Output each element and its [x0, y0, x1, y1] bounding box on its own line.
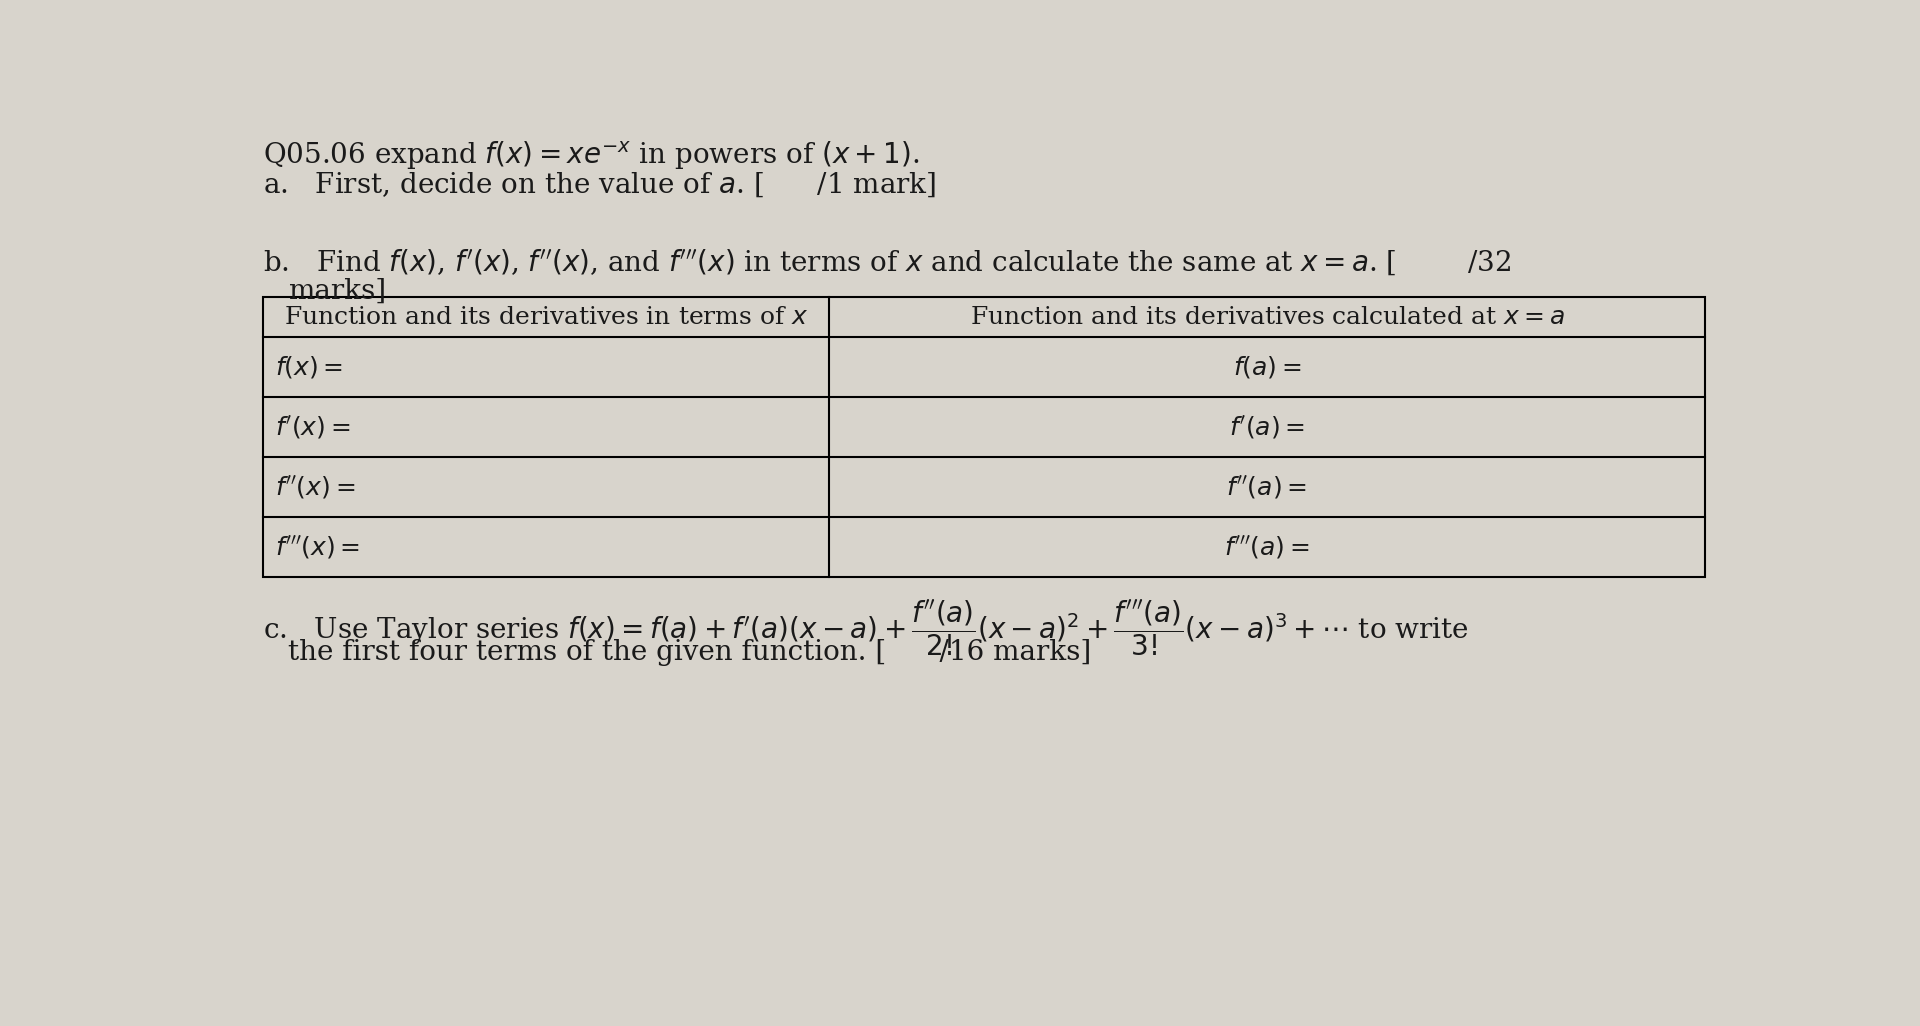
Bar	[263, 298, 1705, 578]
Text: $f(x) = $: $f(x) = $	[275, 354, 344, 381]
Text: a.   First, decide on the value of $a$. [      /1 mark]: a. First, decide on the value of $a$. [ …	[263, 170, 937, 199]
Text: b.   Find $f(x)$, $f'(x)$, $f''(x)$, and $f'''(x)$ in terms of $x$ and calculate: b. Find $f(x)$, $f'(x)$, $f''(x)$, and $…	[263, 247, 1511, 277]
Text: $f'''(a) = $: $f'''(a) = $	[1225, 534, 1309, 561]
Text: $f'(a) = $: $f'(a) = $	[1229, 413, 1306, 441]
Text: Q05.06 expand $f(x) = xe^{-x}$ in powers of $(x + 1)$.: Q05.06 expand $f(x) = xe^{-x}$ in powers…	[263, 140, 920, 171]
Text: $f''(a) = $: $f''(a) = $	[1227, 474, 1308, 501]
Text: Function and its derivatives calculated at $x = a$: Function and its derivatives calculated …	[970, 306, 1565, 328]
Text: $f''(x) = $: $f''(x) = $	[275, 474, 355, 501]
Text: $f'(x) = $: $f'(x) = $	[275, 413, 351, 441]
Text: Function and its derivatives in terms of $x$: Function and its derivatives in terms of…	[284, 306, 808, 328]
Text: the first four terms of the given function. [      /16 marks]: the first four terms of the given functi…	[288, 639, 1091, 666]
Text: c.   Use Taylor series $f(x) = f(a) + f'(a)(x-a) + \dfrac{f''(a)}{2!}(x-a)^2 + \: c. Use Taylor series $f(x) = f(a) + f'(a…	[263, 599, 1469, 659]
Text: $f(a) = $: $f(a) = $	[1233, 354, 1302, 381]
Text: marks]: marks]	[288, 278, 386, 305]
Text: $f'''(x) = $: $f'''(x) = $	[275, 534, 361, 561]
